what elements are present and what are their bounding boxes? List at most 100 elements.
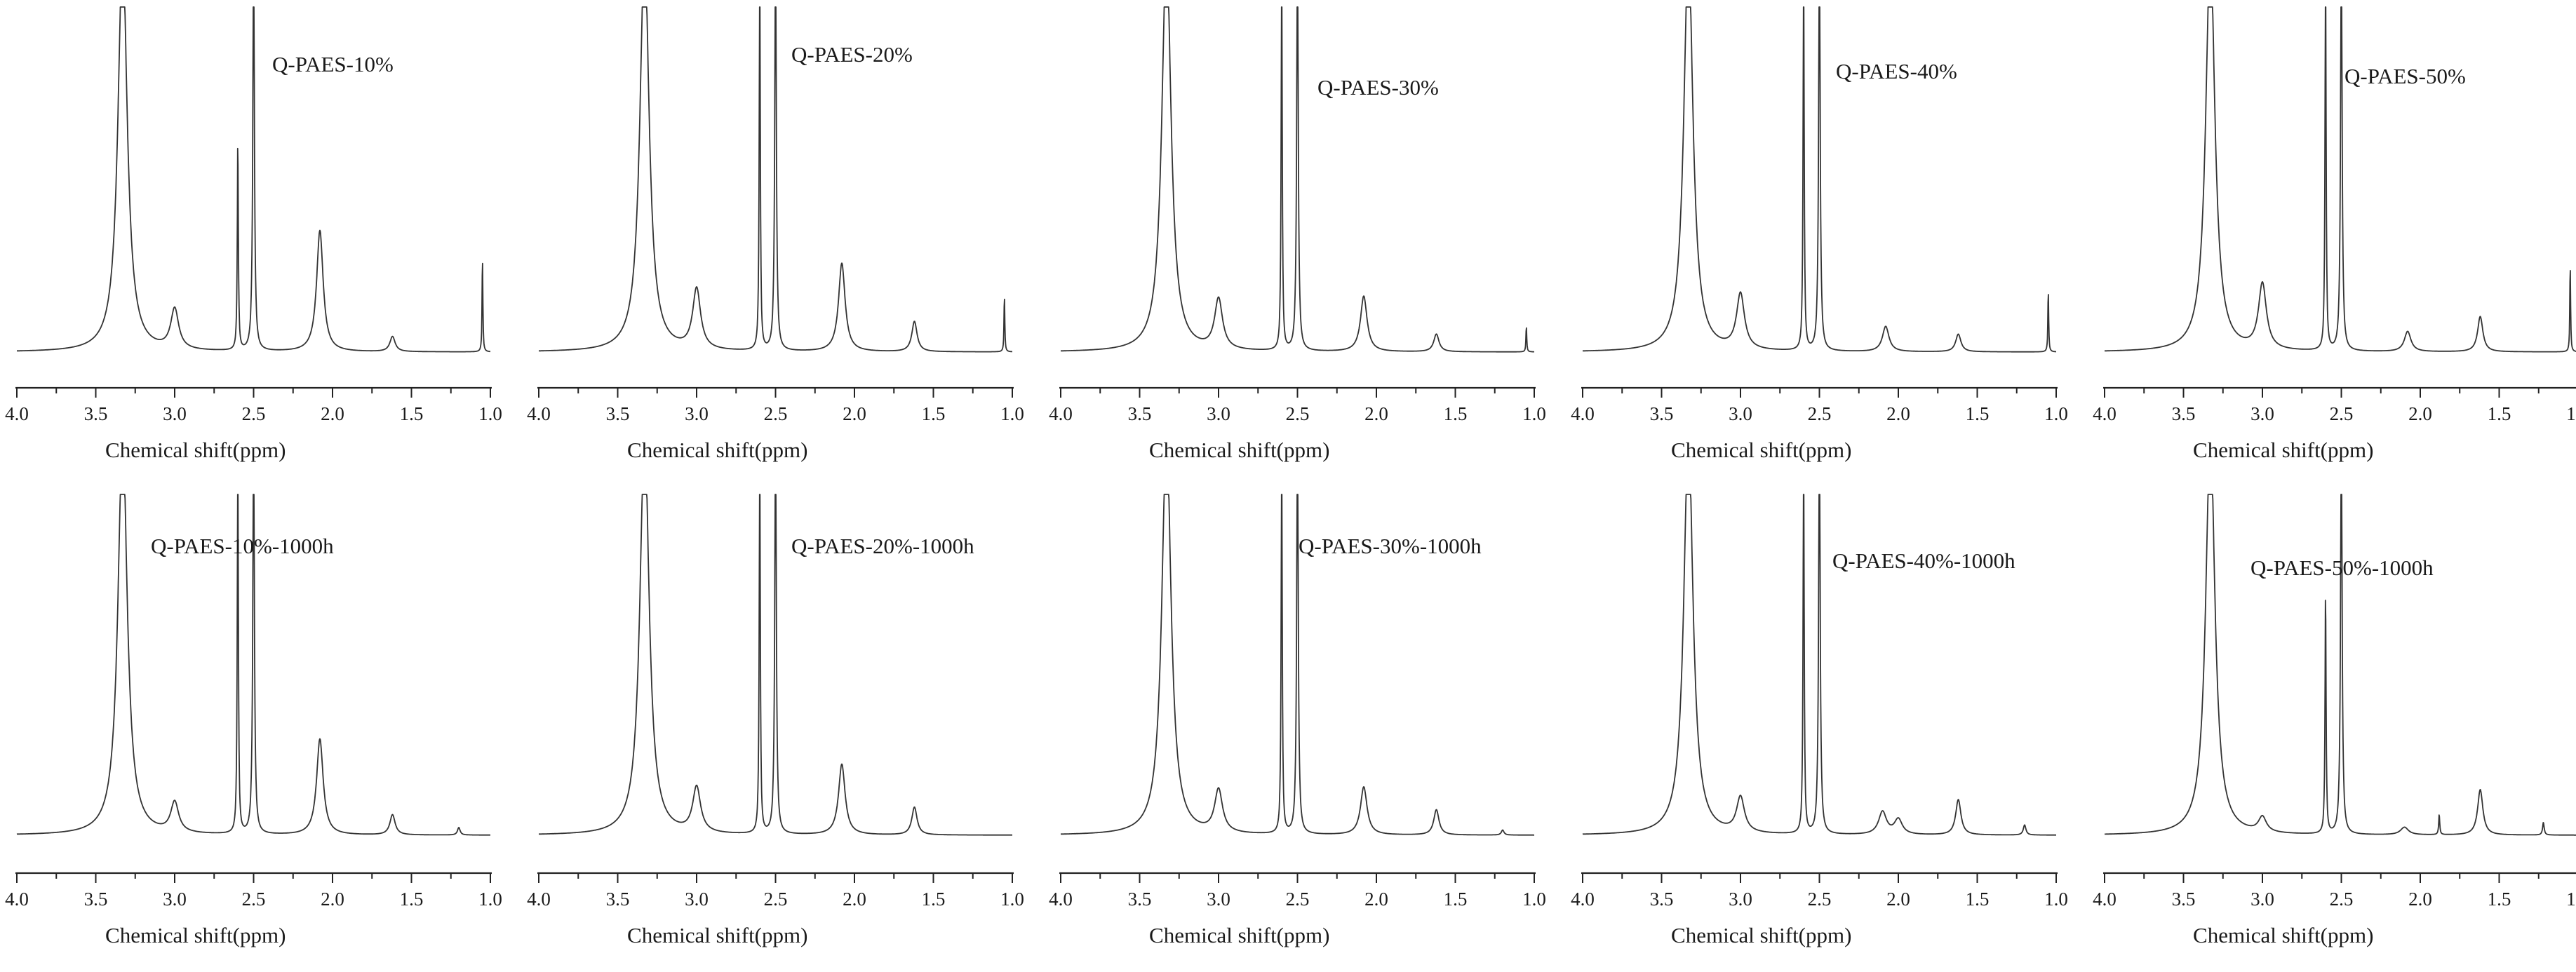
panel-title: Q-PAES-30%	[1317, 75, 1439, 100]
x-tick-label: 3.5	[1128, 403, 1152, 424]
spectrum-line	[1582, 494, 2057, 836]
x-tick-label: 1.5	[2488, 403, 2511, 424]
x-tick-label: 3.5	[1128, 889, 1152, 910]
x-axis-title: Chemical shift(ppm)	[1149, 923, 1329, 947]
x-tick-label: 4.0	[2093, 403, 2117, 424]
x-tick-label: 2.5	[1808, 889, 1832, 910]
x-axis-title: Chemical shift(ppm)	[627, 438, 807, 462]
x-tick-label: 2.0	[321, 403, 344, 424]
nmr-panel: 4.0 3.5 3.0 2.5 2.0 1.5 1.0 Chemical shift(ppm)…	[527, 6, 1024, 462]
spectrum-line	[538, 494, 1013, 836]
x-tick-label: 2.0	[843, 403, 866, 424]
x-tick-label: 2.5	[764, 889, 788, 910]
x-tick-label: 2.0	[2408, 403, 2432, 424]
panel-title: Q-PAES-50%	[2344, 64, 2466, 88]
x-tick-label: 3.0	[2250, 889, 2274, 910]
x-tick-label: 1.5	[922, 889, 946, 910]
panel-title: Q-PAES-20%	[791, 42, 913, 67]
x-tick-label: 3.0	[1207, 403, 1230, 424]
x-tick-label: 1.0	[1522, 403, 1546, 424]
x-tick-label: 3.0	[1207, 889, 1230, 910]
x-tick-label: 2.5	[1286, 889, 1310, 910]
spectrum-line	[538, 6, 1013, 353]
x-tick-label: 1.0	[1522, 889, 1546, 910]
nmr-panel: 4.0 3.5 3.0 2.5 2.0 1.5 1.0 Chemical shift(ppm)…	[2093, 6, 2576, 462]
x-tick-label: 1.5	[2488, 889, 2511, 910]
x-tick-label: 3.0	[1729, 403, 1752, 424]
x-tick-label: 1.0	[2566, 889, 2576, 910]
x-tick-label: 4.0	[527, 889, 551, 910]
x-tick-label: 3.0	[685, 889, 709, 910]
x-tick-label: 1.0	[1000, 403, 1024, 424]
panel-title: Q-PAES-20%-1000h	[791, 534, 974, 558]
x-tick-label: 2.5	[1286, 403, 1310, 424]
x-axis-title: Chemical shift(ppm)	[627, 923, 807, 947]
x-tick-label: 2.0	[1886, 403, 1910, 424]
x-tick-label: 4.0	[1571, 889, 1595, 910]
x-tick-label: 2.0	[321, 889, 344, 910]
x-tick-label: 3.0	[2250, 403, 2274, 424]
panel-title: Q-PAES-40%	[1836, 59, 1957, 83]
x-tick-label: 3.5	[2172, 889, 2196, 910]
spectrum-line	[1582, 6, 2057, 353]
nmr-panel: 4.0 3.5 3.0 2.5 2.0 1.5 1.0 Chemical shift(ppm)…	[1571, 494, 2068, 947]
spectrum-line	[16, 494, 491, 836]
x-tick-label: 3.5	[606, 889, 630, 910]
x-tick-label: 1.0	[2044, 889, 2068, 910]
x-tick-label: 2.0	[1364, 889, 1388, 910]
nmr-panel: 4.0 3.5 3.0 2.5 2.0 1.5 1.0 Chemical shift(ppm)…	[1571, 6, 2068, 462]
x-tick-label: 1.0	[478, 889, 502, 910]
x-tick-label: 2.5	[242, 889, 266, 910]
x-tick-label: 2.0	[843, 889, 866, 910]
x-tick-label: 4.0	[527, 403, 551, 424]
x-tick-label: 1.5	[1444, 403, 1468, 424]
x-tick-label: 1.0	[1000, 889, 1024, 910]
nmr-panel: 4.0 3.5 3.0 2.5 2.0 1.5 1.0 Chemical shift(ppm)…	[2093, 494, 2576, 947]
x-tick-label: 1.5	[400, 403, 424, 424]
x-axis-title: Chemical shift(ppm)	[2193, 438, 2373, 462]
x-tick-label: 3.0	[163, 889, 187, 910]
x-tick-label: 3.0	[685, 403, 709, 424]
x-tick-label: 1.5	[1966, 889, 1990, 910]
x-tick-label: 1.0	[478, 403, 502, 424]
x-tick-label: 4.0	[2093, 889, 2117, 910]
x-tick-label: 2.5	[764, 403, 788, 424]
x-tick-label: 4.0	[1571, 403, 1595, 424]
x-axis-title: Chemical shift(ppm)	[1149, 438, 1329, 462]
panel-title: Q-PAES-10%-1000h	[151, 534, 334, 558]
x-tick-label: 1.5	[400, 889, 424, 910]
x-tick-label: 1.0	[2044, 403, 2068, 424]
x-tick-label: 4.0	[5, 889, 29, 910]
x-axis-title: Chemical shift(ppm)	[105, 438, 286, 462]
nmr-panel: 4.0 3.5 3.0 2.5 2.0 1.5 1.0 Chemical shift(ppm)…	[1049, 494, 1546, 947]
x-axis-title: Chemical shift(ppm)	[2193, 923, 2373, 947]
x-tick-label: 3.0	[1729, 889, 1752, 910]
x-tick-label: 3.5	[2172, 403, 2196, 424]
spectrum-line	[16, 6, 491, 353]
x-tick-label: 2.5	[242, 403, 266, 424]
x-axis-title: Chemical shift(ppm)	[1671, 923, 1851, 947]
x-axis-title: Chemical shift(ppm)	[105, 923, 286, 947]
nmr-panel: 4.0 3.5 3.0 2.5 2.0 1.5 1.0 Chemical shift(ppm)…	[5, 6, 502, 462]
x-tick-label: 3.0	[163, 403, 187, 424]
x-tick-label: 3.5	[1650, 403, 1674, 424]
x-tick-label: 2.5	[1808, 403, 1832, 424]
nmr-panel: 4.0 3.5 3.0 2.5 2.0 1.5 1.0 Chemical shift(ppm)…	[527, 494, 1024, 947]
x-tick-label: 2.0	[1364, 403, 1388, 424]
nmr-panel: 4.0 3.5 3.0 2.5 2.0 1.5 1.0 Chemical shift(ppm)…	[5, 494, 502, 947]
x-tick-label: 3.5	[84, 889, 108, 910]
x-tick-label: 4.0	[1049, 403, 1073, 424]
panel-title: Q-PAES-30%-1000h	[1299, 534, 1482, 558]
x-tick-label: 3.5	[606, 403, 630, 424]
x-tick-label: 2.0	[2408, 889, 2432, 910]
x-tick-label: 3.5	[1650, 889, 1674, 910]
spectrum-line	[1060, 494, 1535, 836]
x-tick-label: 4.0	[1049, 889, 1073, 910]
x-tick-label: 2.5	[2330, 403, 2354, 424]
x-tick-label: 1.0	[2566, 403, 2576, 424]
x-tick-label: 2.5	[2330, 889, 2354, 910]
panel-title: Q-PAES-10%	[272, 52, 394, 76]
x-tick-label: 1.5	[1444, 889, 1468, 910]
spectrum-line	[2104, 6, 2576, 353]
